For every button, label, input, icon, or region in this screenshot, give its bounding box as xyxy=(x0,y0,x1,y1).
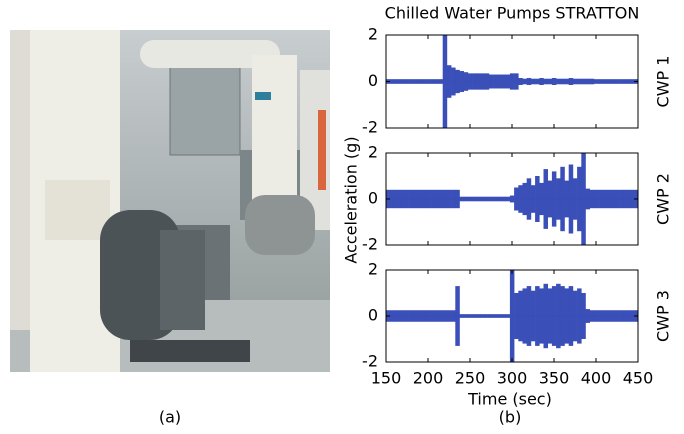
y-tick-label: -2 xyxy=(362,352,378,371)
x-tick-label: 450 xyxy=(623,369,654,388)
panel-label: CWP 1 xyxy=(654,56,673,108)
y-tick-label: 0 xyxy=(368,71,378,90)
y-axis-label: Acceleration (g) xyxy=(342,136,361,263)
chart-title: Chilled Water Pumps STRATTON xyxy=(385,4,640,23)
x-axis-label: Time (sec) xyxy=(467,390,552,409)
x-tick-label: 200 xyxy=(413,369,444,388)
panel-label: CWP 3 xyxy=(654,290,673,342)
y-tick-label: -2 xyxy=(362,235,378,254)
panel-label: CWP 2 xyxy=(654,173,673,225)
x-tick-label: 350 xyxy=(539,369,570,388)
x-tick-label: 250 xyxy=(455,369,486,388)
y-tick-label: 2 xyxy=(368,260,378,279)
y-tick-label: 2 xyxy=(368,25,378,44)
y-tick-label: 0 xyxy=(368,189,378,208)
x-tick-label: 150 xyxy=(371,369,402,388)
plot-area xyxy=(386,153,638,245)
y-tick-label: 0 xyxy=(368,306,378,325)
x-tick-label: 400 xyxy=(581,369,612,388)
y-tick-label: -2 xyxy=(362,118,378,137)
x-tick-label: 300 xyxy=(497,369,528,388)
caption: (a) xyxy=(159,408,181,427)
plot-area xyxy=(386,270,638,362)
photo xyxy=(10,30,330,372)
y-tick-label: 2 xyxy=(368,143,378,162)
plot-area xyxy=(386,35,638,128)
caption: (b) xyxy=(499,408,522,427)
